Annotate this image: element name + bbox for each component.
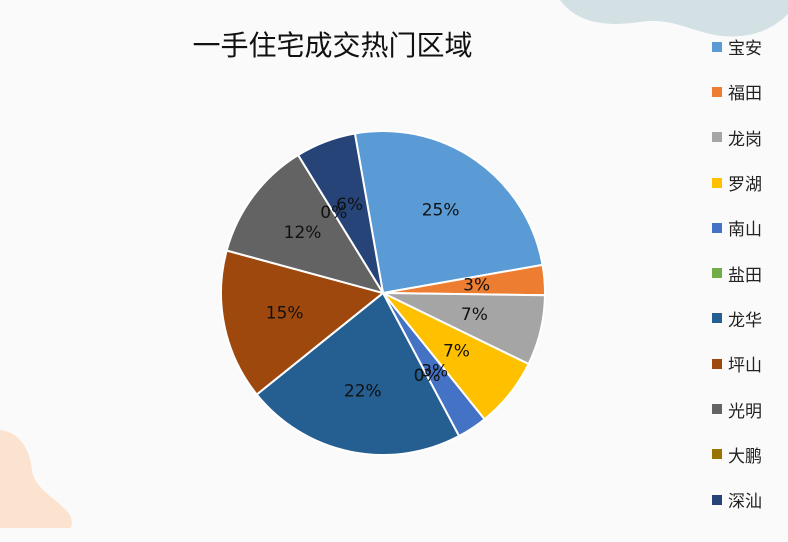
legend-item-龙岗: 龙岗 bbox=[712, 115, 762, 160]
legend-item-光明: 光明 bbox=[712, 386, 762, 431]
legend-label: 盐田 bbox=[728, 265, 762, 286]
legend-item-宝安: 宝安 bbox=[712, 24, 762, 69]
data-label-盐田: 0% bbox=[414, 366, 441, 386]
data-label-龙岗: 7% bbox=[461, 305, 488, 325]
data-label-深汕: 6% bbox=[336, 195, 363, 215]
legend-swatch bbox=[712, 86, 722, 97]
legend-item-龙华: 龙华 bbox=[712, 296, 762, 341]
data-label-宝安: 25% bbox=[422, 201, 460, 221]
legend-label: 龙华 bbox=[728, 310, 762, 331]
legend-label: 深汕 bbox=[728, 492, 762, 513]
legend-label: 宝安 bbox=[728, 39, 762, 60]
pie-data-labels: 25%3%7%7%3%0%22%15%12%0%6% bbox=[266, 195, 490, 401]
legend-swatch bbox=[712, 313, 722, 324]
legend-label: 福田 bbox=[728, 84, 762, 105]
chart-title: 一手住宅成交热门区域 bbox=[192, 29, 473, 62]
data-label-福田: 3% bbox=[463, 275, 490, 295]
legend-swatch bbox=[712, 494, 722, 505]
pie-slice-光明 bbox=[225, 153, 386, 295]
legend-swatch bbox=[712, 358, 722, 369]
legend-item-大鹏: 大鹏 bbox=[712, 432, 762, 477]
legend-item-罗湖: 罗湖 bbox=[712, 160, 762, 205]
pie-slice-深汕 bbox=[296, 132, 384, 294]
data-label-罗湖: 7% bbox=[443, 342, 470, 362]
legend-swatch bbox=[712, 404, 722, 415]
legend-item-盐田: 盐田 bbox=[712, 250, 762, 295]
pie-slice-龙华 bbox=[255, 291, 461, 456]
data-label-光明: 12% bbox=[284, 223, 322, 243]
pie-slice-坪山 bbox=[220, 249, 386, 396]
legend-item-深汕: 深汕 bbox=[712, 477, 762, 522]
legend-swatch bbox=[712, 177, 722, 188]
pie-slices bbox=[220, 130, 546, 456]
pie-slice-宝安 bbox=[353, 130, 544, 295]
top-right-blob bbox=[560, 0, 788, 37]
legend: 宝安福田龙岗罗湖南山盐田龙华坪山光明大鹏深汕 bbox=[712, 24, 762, 522]
legend-item-坪山: 坪山 bbox=[712, 341, 762, 386]
legend-swatch bbox=[712, 449, 722, 460]
data-label-坪山: 15% bbox=[266, 304, 304, 324]
legend-swatch bbox=[712, 222, 722, 233]
data-label-龙华: 22% bbox=[344, 381, 382, 401]
legend-swatch bbox=[712, 132, 722, 143]
legend-swatch bbox=[712, 41, 722, 52]
legend-swatch bbox=[712, 268, 722, 279]
legend-label: 坪山 bbox=[728, 356, 762, 377]
legend-label: 光明 bbox=[728, 401, 762, 422]
legend-label: 大鹏 bbox=[728, 446, 762, 467]
legend-item-福田: 福田 bbox=[712, 69, 762, 114]
legend-label: 南山 bbox=[728, 220, 762, 241]
data-label-大鹏: 0% bbox=[320, 203, 347, 223]
legend-label: 罗湖 bbox=[728, 175, 762, 196]
legend-label: 龙岗 bbox=[728, 129, 762, 150]
bottom-left-blob bbox=[0, 430, 72, 529]
data-label-南山: 3% bbox=[421, 361, 448, 381]
legend-item-南山: 南山 bbox=[712, 205, 762, 250]
